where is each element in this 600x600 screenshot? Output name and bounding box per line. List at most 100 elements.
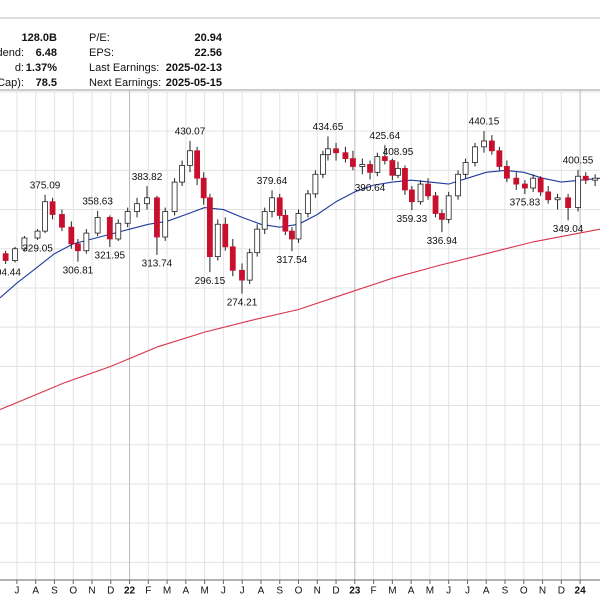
candle-body <box>83 232 90 252</box>
candle-body <box>320 154 326 175</box>
info-panel: 128.0B dend: 6.48 d:1.37%gCap): 78.5 P/E: 20.9… <box>0 32 223 89</box>
info-value: 22.56 <box>194 47 222 59</box>
info-value: 128.0B <box>22 32 58 44</box>
x-tick-label: S <box>51 586 58 597</box>
price-annotation: 390.64 <box>355 183 386 194</box>
candle-body <box>124 211 131 224</box>
candle-body <box>530 177 537 189</box>
price-annotation: 321.95 <box>95 250 126 261</box>
candle-body <box>554 197 561 201</box>
x-tick-label: D <box>558 586 565 597</box>
candle-body <box>200 177 207 199</box>
price-annotation: 336.94 <box>427 236 458 247</box>
price-annotation: 425.64 <box>370 131 401 142</box>
candle-body <box>12 248 18 261</box>
candle-body <box>445 195 452 220</box>
candle-body <box>194 150 201 179</box>
candle-body <box>592 177 599 181</box>
x-tick-label: A <box>32 586 39 597</box>
candle-body <box>282 215 289 232</box>
candle-body <box>513 177 520 185</box>
x-tick-label: J <box>221 586 226 597</box>
candle-body <box>179 165 186 183</box>
candle-body <box>206 197 213 258</box>
candle-body <box>2 253 9 261</box>
x-tick-label: M <box>426 586 434 597</box>
candle-body <box>333 148 339 154</box>
x-tick-label: N <box>314 586 321 597</box>
candle-body <box>367 164 373 173</box>
x-tick-label: A <box>408 586 415 597</box>
info-value: 1.37% <box>26 62 57 74</box>
price-annotation: 375.09 <box>30 180 61 191</box>
candle-body <box>325 148 331 156</box>
info-label: d: <box>15 62 24 74</box>
price-annotation: 375.83 <box>510 198 541 209</box>
candle-body <box>276 197 283 216</box>
x-tick-label: M <box>163 586 171 597</box>
x-tick-label: J <box>240 586 245 597</box>
candle-body <box>246 252 253 281</box>
price-annotation: 304.44 <box>0 268 21 279</box>
candle-body <box>59 214 65 228</box>
x-tick-label: F <box>145 586 151 597</box>
candle-body <box>522 183 528 189</box>
info-label: dend: <box>0 47 24 59</box>
x-tick-label: M <box>200 586 208 597</box>
price-annotation: 408.95 <box>383 147 414 158</box>
x-tick-label: O <box>69 586 77 597</box>
x-tick-label: M <box>388 586 396 597</box>
candle-body <box>162 211 169 238</box>
price-annotation: 274.21 <box>227 297 258 308</box>
candles <box>2 131 599 294</box>
candle-body <box>239 269 245 281</box>
candle-body <box>545 191 552 201</box>
info-label: Next Earnings: <box>89 77 161 89</box>
price-annotation: 400.55 <box>563 155 594 166</box>
candle-body <box>214 223 221 257</box>
candle-body <box>582 175 589 181</box>
x-tick-label: O <box>520 586 528 597</box>
candle-body <box>462 162 469 175</box>
price-annotation: 317.54 <box>277 255 308 266</box>
candle-body <box>395 167 401 176</box>
candle-body <box>455 173 461 197</box>
candle-body <box>295 213 302 240</box>
x-tick-label: N <box>88 586 95 597</box>
candle-body <box>350 158 356 167</box>
x-tick-label: A <box>483 586 490 597</box>
info-label: gCap): <box>0 77 24 89</box>
x-tick-label: D <box>332 586 339 597</box>
candle-body <box>49 201 56 215</box>
candle-body <box>134 203 140 212</box>
candle-body <box>154 197 160 238</box>
info-value: 78.5 <box>36 77 57 89</box>
x-tick-label: N <box>539 586 546 597</box>
price-annotation: 359.33 <box>397 214 428 225</box>
candle-body <box>439 213 445 220</box>
price-annotation: 440.15 <box>469 117 500 128</box>
price-annotation: 306.81 <box>63 265 94 276</box>
candle-body <box>289 230 295 240</box>
x-tick-label: J <box>465 586 470 597</box>
price-annotation: 379.64 <box>257 176 288 187</box>
candle-body <box>417 183 424 203</box>
x-tick-label: S <box>276 586 283 597</box>
x-tick-label: 22 <box>124 586 136 597</box>
info-label: EPS: <box>89 47 114 59</box>
candle-body <box>432 195 439 214</box>
candle-body <box>481 140 487 148</box>
candle-body <box>472 146 478 163</box>
candle-body <box>488 140 495 152</box>
x-tick-label: A <box>258 586 265 597</box>
info-value: 2025-05-15 <box>166 77 222 89</box>
x-tick-label: 24 <box>575 586 587 597</box>
candle-body <box>389 160 396 176</box>
x-tick-label: 23 <box>349 586 361 597</box>
candle-body <box>106 216 113 240</box>
x-axis: J A S O N D 22 F M A M J J A S O N D 23 F M A M J J A S O N D 24 <box>0 579 600 597</box>
candle-body <box>312 173 319 195</box>
candle-body <box>261 211 268 230</box>
candle-body <box>359 164 366 167</box>
